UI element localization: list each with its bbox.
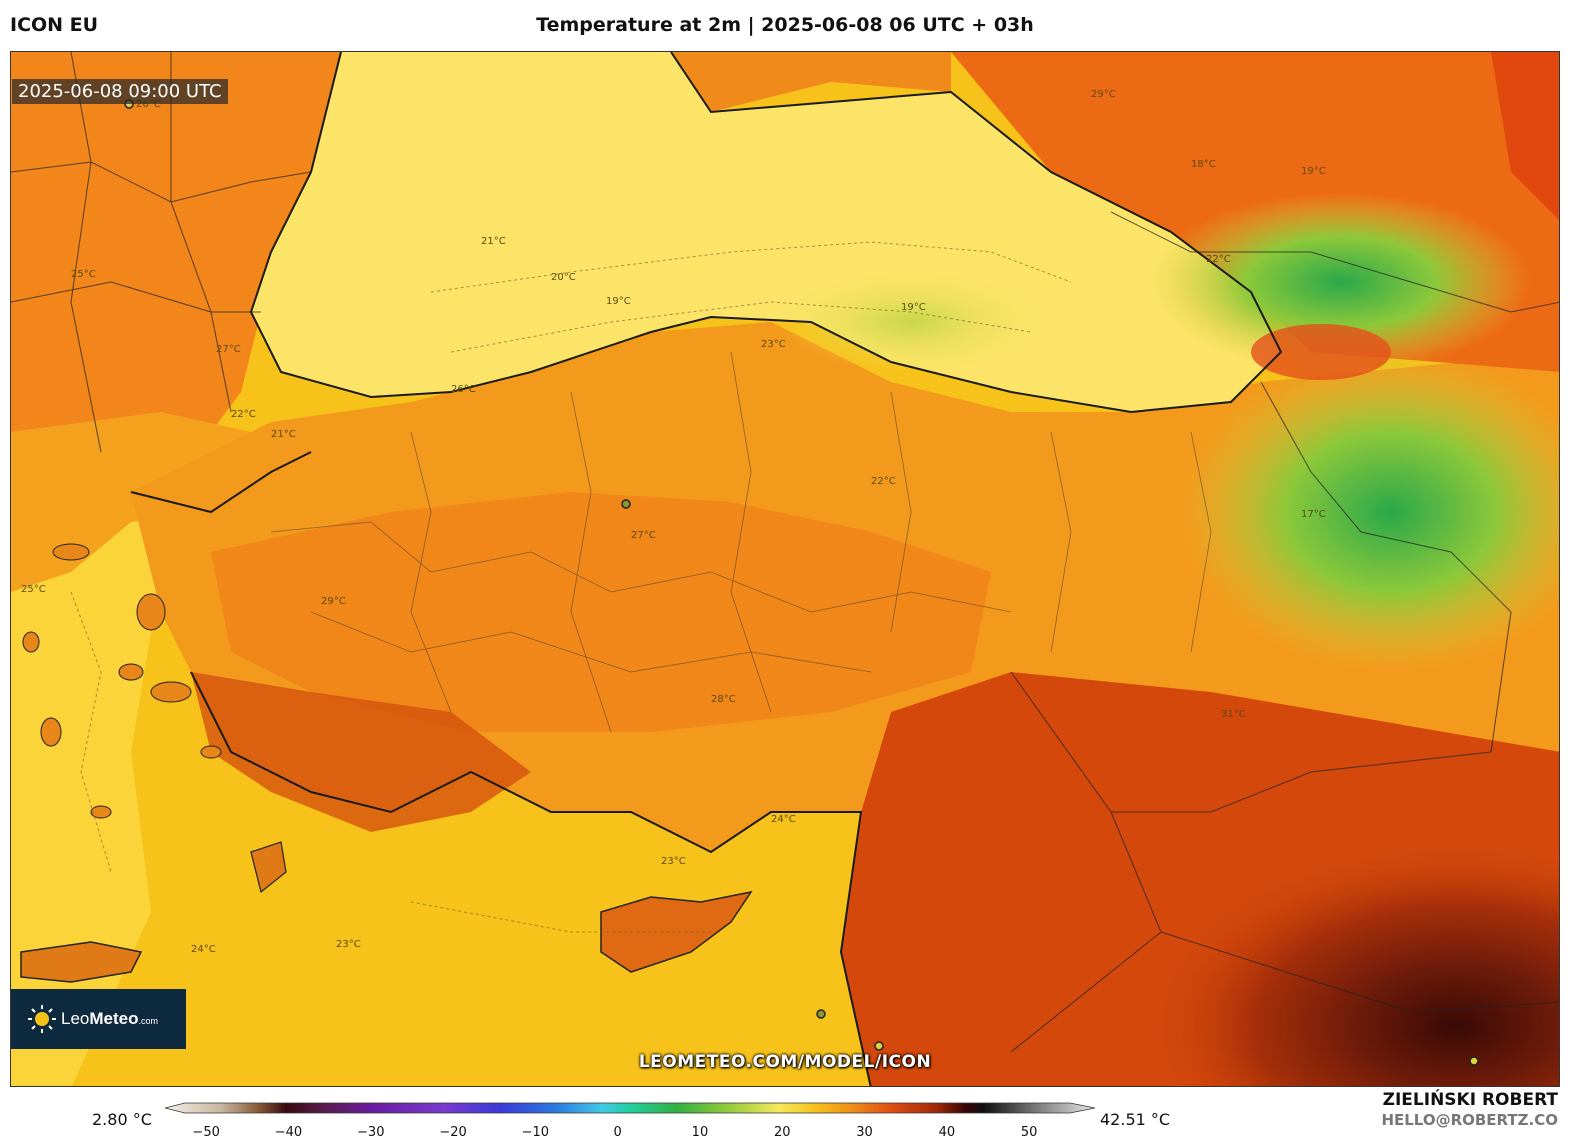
logo-text-suffix: .com: [138, 1016, 159, 1026]
colorbar-tick-label: −30: [357, 1125, 385, 1140]
map-title: Temperature at 2m | 2025-06-08 06 UTC + …: [536, 14, 1034, 36]
contour-label: 22°C: [231, 409, 256, 420]
colorbar-tick-label: 40: [938, 1125, 956, 1140]
logo-text-strong: Meteo: [89, 1009, 139, 1028]
coastlines: [130, 52, 1283, 1086]
isotherms: [70, 241, 1072, 933]
city-marker-ankara[interactable]: [621, 499, 631, 509]
contour-label: 23°C: [761, 339, 786, 350]
black-sea-cool-patch: [781, 272, 1041, 372]
max-value: 42.51 °C: [1100, 1110, 1171, 1129]
valid-time-label: 2025-06-08 09:00 UTC: [12, 79, 228, 104]
armenian-highland-cool-zone: [1181, 352, 1559, 672]
contour-label: 24°C: [191, 944, 216, 955]
crimea-land: [671, 52, 951, 112]
balkans-land: [11, 52, 341, 482]
contour-label: 25°C: [71, 269, 96, 280]
colorbar-tick-label: 30: [856, 1125, 873, 1140]
caucasus-cool-zone: [1151, 192, 1531, 372]
source-url[interactable]: LEOMETEO.COM/MODEL/ICON: [638, 1052, 932, 1072]
crete-island: [20, 941, 143, 983]
colorbar-tick-label: 50: [1020, 1125, 1038, 1140]
leometeo-logo[interactable]: LeoMeteo.com: [11, 989, 186, 1049]
colorbar-tick-label: 20: [773, 1125, 791, 1140]
colorbar-tick-label: 0: [613, 1125, 622, 1140]
contour-label: 24°C: [771, 814, 796, 825]
temperature-map[interactable]: 26°C 21°C 20°C 19°C 19°C 22°C 23°C 25°C …: [10, 51, 1560, 1087]
aegean-islands: [22, 543, 222, 819]
contour-label: 26°C: [451, 384, 476, 395]
contour-label: 22°C: [871, 476, 896, 487]
min-value: 2.80 °C: [92, 1110, 152, 1129]
colorbar-tick-label: −20: [439, 1125, 467, 1140]
contour-label: 19°C: [1301, 166, 1326, 177]
contour-label: 23°C: [661, 856, 686, 867]
author-email[interactable]: HELLO@ROBERTZ.CO: [1381, 1111, 1558, 1129]
province-borders: [270, 351, 1212, 733]
contour-label: 31°C: [1221, 709, 1246, 720]
logo-text-main: Leo: [61, 1009, 90, 1028]
author-name: ZIELIŃSKI ROBERT: [1382, 1090, 1558, 1110]
contour-label: 20°C: [551, 272, 576, 283]
sun-icon: [28, 1005, 56, 1033]
colorbar-gradient: [165, 1102, 1095, 1114]
colorbar-tick-label: −40: [274, 1125, 303, 1140]
central-plateau: [211, 492, 991, 732]
contour-label: 28°C: [711, 694, 736, 705]
cyprus-island: [600, 890, 753, 973]
colchis-warm-zone: [1251, 324, 1391, 380]
model-name: ICON EU: [10, 14, 99, 36]
contour-label: 17°C: [1301, 509, 1326, 520]
contour-label: 29°C: [321, 596, 346, 607]
desert-hot-core: [861, 672, 1559, 1086]
contour-label: 25°C: [21, 584, 46, 595]
contour-label: 19°C: [606, 296, 631, 307]
logo-text: LeoMeteo.com: [61, 1009, 158, 1029]
colorbar-tick-label: −10: [521, 1125, 550, 1140]
contour-label: 23°C: [336, 939, 361, 950]
contour-label: 22°C: [1206, 254, 1231, 265]
colorbar-tick-label: −50: [192, 1125, 220, 1140]
city-marker-beirut[interactable]: [816, 1009, 826, 1019]
rhodes-island: [250, 841, 287, 894]
colorbar: [165, 1102, 1095, 1114]
contour-label: 29°C: [1091, 89, 1116, 100]
contour-label: 27°C: [216, 344, 241, 355]
southwest-hot-zone: [191, 672, 531, 832]
city-marker-baghdad[interactable]: [1469, 1056, 1479, 1066]
contour-label: 26°C: [136, 99, 161, 110]
contour-label: 27°C: [631, 530, 656, 541]
contour-label: 19°C: [901, 302, 926, 313]
city-marker-damascus[interactable]: [874, 1041, 884, 1051]
contour-label: 18°C: [1191, 159, 1216, 170]
colorbar-tick-label: 10: [691, 1125, 709, 1140]
map-canvas: 26°C 21°C 20°C 19°C 19°C 22°C 23°C 25°C …: [11, 52, 1559, 1086]
contour-label: 21°C: [481, 236, 506, 247]
country-borders: [11, 52, 1559, 1053]
caspian-hot-zone: [1491, 52, 1559, 220]
contour-label-group: 26°C 21°C 20°C 19°C 19°C 22°C 23°C 25°C …: [21, 89, 1326, 955]
contour-label: 21°C: [271, 429, 296, 440]
